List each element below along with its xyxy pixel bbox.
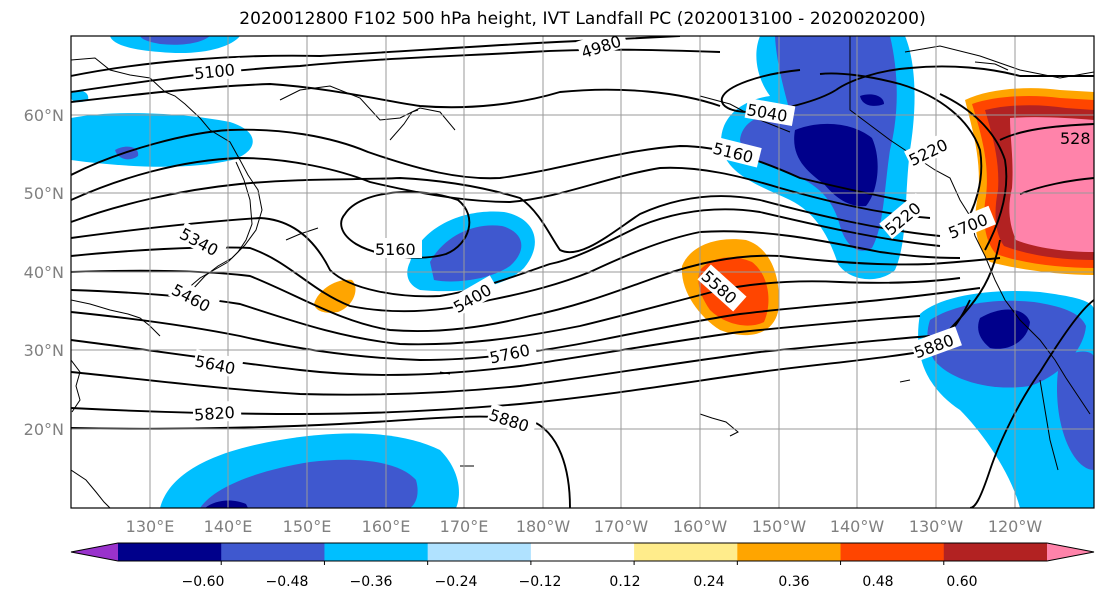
latitude-labels: 60°N 50°N 40°N 30°N 20°N	[24, 106, 64, 439]
lat-label: 20°N	[24, 420, 64, 439]
colorbar-outline	[70, 542, 1095, 562]
lon-label: 140°W	[830, 517, 885, 536]
colorbar-tick-label: −0.24	[435, 574, 478, 590]
colorbar-segment	[118, 543, 222, 561]
colorbar-segment	[943, 543, 1048, 561]
colorbar-tick-label: 0.24	[693, 574, 724, 590]
lat-label: 50°N	[24, 184, 64, 203]
colorbar-arrow-right	[1047, 543, 1094, 561]
map-frame	[70, 35, 1095, 509]
lon-label: 130°W	[909, 517, 964, 536]
lon-label: 130°E	[126, 517, 175, 536]
colorbar-segment	[221, 543, 325, 561]
lon-label: 160°W	[673, 517, 728, 536]
contour-label: 528	[1060, 129, 1091, 148]
colorbar-segment	[737, 543, 842, 561]
colorbar-segment	[634, 543, 738, 561]
map-title: 2020012800 F102 500 hPa height, IVT Land…	[239, 9, 926, 29]
colorbar-tick-label: 0.36	[778, 574, 809, 590]
lon-label: 170°W	[594, 517, 649, 536]
lon-label: 150°E	[283, 517, 332, 536]
lat-label: 30°N	[24, 341, 64, 360]
colorbar-tick-label: −0.36	[350, 574, 393, 590]
colorbar-tick-label: −0.12	[519, 574, 562, 590]
colorbar-segment	[324, 543, 429, 561]
colorbar-tick-label: −0.60	[182, 574, 225, 590]
contour-label: 5820	[193, 403, 235, 425]
colorbar: −0.60 −0.48 −0.36 −0.24 −0.12 0.12 0.24 …	[70, 542, 1095, 590]
lat-label: 40°N	[24, 263, 64, 282]
lon-label: 170°E	[440, 517, 489, 536]
lon-label: 120°W	[988, 517, 1043, 536]
height-contours	[71, 36, 1094, 508]
colorbar-tick-label: −0.48	[266, 574, 309, 590]
contour-label: 5160	[375, 240, 416, 259]
lon-label: 150°W	[752, 517, 807, 536]
colorbar-tick-label: 0.60	[946, 574, 977, 590]
lon-label: 180°W	[516, 517, 571, 536]
colorbar-segment	[840, 543, 945, 561]
colorbar-arrow-left	[71, 543, 118, 561]
colorbar-tick-label: 0.48	[862, 574, 893, 590]
lon-label: 140°E	[204, 517, 253, 536]
lat-label: 60°N	[24, 106, 64, 125]
lon-label: 160°E	[362, 517, 411, 536]
contour-label: 5100	[193, 60, 235, 83]
colorbar-segment	[530, 543, 635, 561]
map-area: 4980 5100 5040 5160 5160 5160 5220 5220 …	[71, 36, 1094, 508]
longitude-labels: 130°E 140°E 150°E 160°E 170°E 180°W 170°…	[126, 517, 1043, 536]
colorbar-tick-label: 0.12	[609, 574, 640, 590]
ivt-shading	[71, 36, 1094, 508]
colorbar-segment	[427, 543, 532, 561]
